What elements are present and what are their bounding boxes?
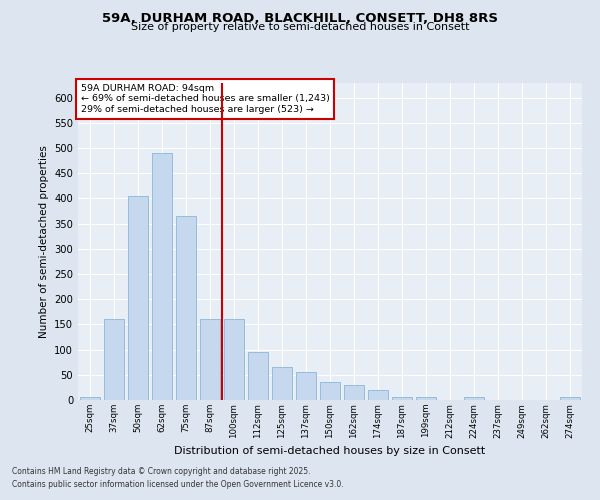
Bar	[176, 216, 196, 400]
Bar	[248, 352, 268, 400]
Bar	[464, 398, 484, 400]
Bar	[344, 385, 364, 400]
Y-axis label: Number of semi-detached properties: Number of semi-detached properties	[38, 145, 49, 338]
Bar	[320, 382, 340, 400]
Text: 59A DURHAM ROAD: 94sqm
← 69% of semi-detached houses are smaller (1,243)
29% of : 59A DURHAM ROAD: 94sqm ← 69% of semi-det…	[80, 84, 329, 114]
Bar	[128, 196, 148, 400]
Bar	[200, 320, 220, 400]
Bar	[560, 398, 580, 400]
Bar	[80, 398, 100, 400]
Text: Contains HM Land Registry data © Crown copyright and database right 2025.: Contains HM Land Registry data © Crown c…	[12, 467, 311, 476]
Text: Size of property relative to semi-detached houses in Consett: Size of property relative to semi-detach…	[131, 22, 469, 32]
Bar	[224, 320, 244, 400]
Bar	[104, 320, 124, 400]
Text: 59A, DURHAM ROAD, BLACKHILL, CONSETT, DH8 8RS: 59A, DURHAM ROAD, BLACKHILL, CONSETT, DH…	[102, 12, 498, 26]
Bar	[152, 153, 172, 400]
Bar	[392, 398, 412, 400]
X-axis label: Distribution of semi-detached houses by size in Consett: Distribution of semi-detached houses by …	[175, 446, 485, 456]
Bar	[368, 390, 388, 400]
Bar	[272, 367, 292, 400]
Text: Contains public sector information licensed under the Open Government Licence v3: Contains public sector information licen…	[12, 480, 344, 489]
Bar	[416, 398, 436, 400]
Bar	[296, 372, 316, 400]
